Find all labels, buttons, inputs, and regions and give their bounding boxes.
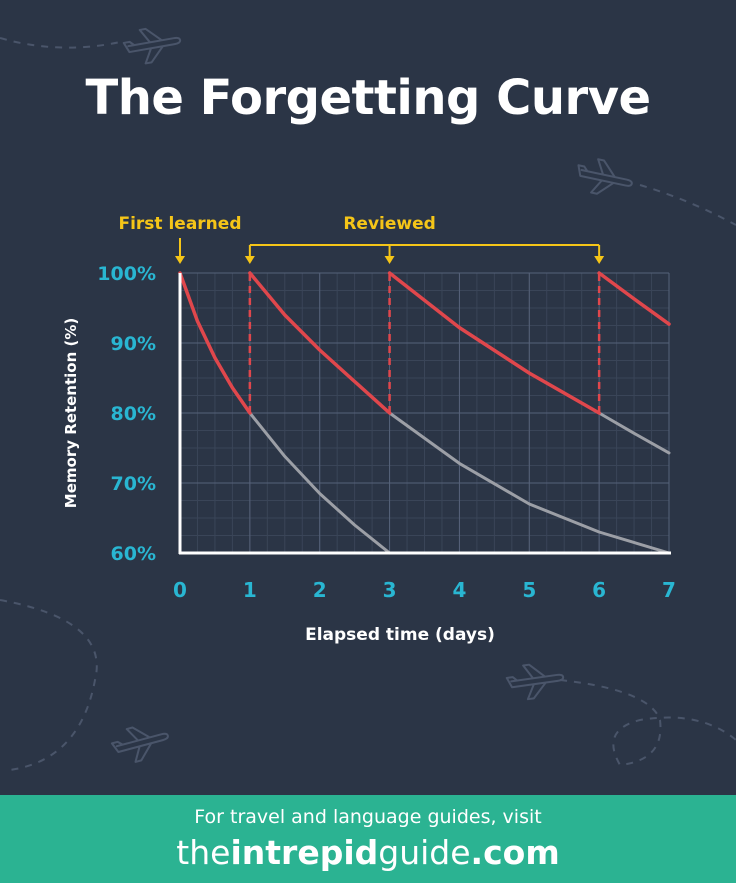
x-tick-label: 0 [173, 578, 187, 602]
decay-curve-line [388, 411, 671, 555]
x-tick-label: 7 [662, 578, 676, 602]
airplane-icon [110, 726, 169, 763]
brand-tld: .com [470, 833, 560, 872]
x-tick-label: 1 [243, 578, 257, 602]
reviewed-label: Reviewed [343, 214, 435, 234]
retention-curve-segment [387, 271, 601, 415]
x-tick-label: 4 [452, 578, 466, 602]
y-tick-label: 80% [111, 403, 156, 425]
y-tick-label: 70% [111, 473, 156, 495]
retention-curve-segment [248, 271, 392, 415]
y-axis-title: Memory Retention (%) [62, 318, 80, 508]
y-tick-label: 90% [111, 333, 156, 355]
page-title: The Forgetting Curve [85, 70, 651, 126]
airplane-icon [505, 663, 565, 701]
airplane-icon [122, 27, 182, 65]
flight-path-top-left [0, 37, 121, 49]
brand-intrepid: intrepid [230, 833, 379, 872]
x-tick-label: 3 [383, 578, 397, 602]
y-tick-label: 100% [97, 263, 156, 285]
brand-guide: guide [378, 833, 471, 872]
reviewed-arrow-head [594, 256, 605, 264]
airplane-icon [577, 158, 633, 195]
decay-curve-line [248, 411, 392, 555]
x-tick-label: 6 [592, 578, 606, 602]
y-tick-label: 60% [111, 543, 156, 565]
flight-path-bottom-right [559, 679, 736, 767]
x-tick-label: 2 [313, 578, 327, 602]
first-learned-label: First learned [118, 214, 241, 234]
reviewed-arrow-head [244, 256, 255, 264]
footer-tagline: For travel and language guides, visit [194, 806, 542, 828]
retention-curve-segment [178, 271, 252, 415]
decay-curve-line [597, 411, 671, 455]
x-axis-title: Elapsed time (days) [305, 625, 495, 645]
retention-curve-segment [597, 271, 671, 326]
forgetting-curve-chart: 60% 70% 80% 90% 100% 0 1 2 3 4 5 6 7 Elapsed time (da… [62, 214, 676, 645]
x-tick-label: 5 [522, 578, 536, 602]
footer-brand[interactable]: theintrepidguide.com [0, 833, 736, 872]
reviewed-arrow-head [384, 256, 395, 264]
footer-banner: For travel and language guides, visit th… [0, 795, 736, 883]
flight-path-bottom-left [0, 599, 98, 771]
background-decoration [0, 27, 736, 771]
brand-the: the [176, 833, 231, 872]
first-learned-arrow-head [175, 256, 185, 264]
